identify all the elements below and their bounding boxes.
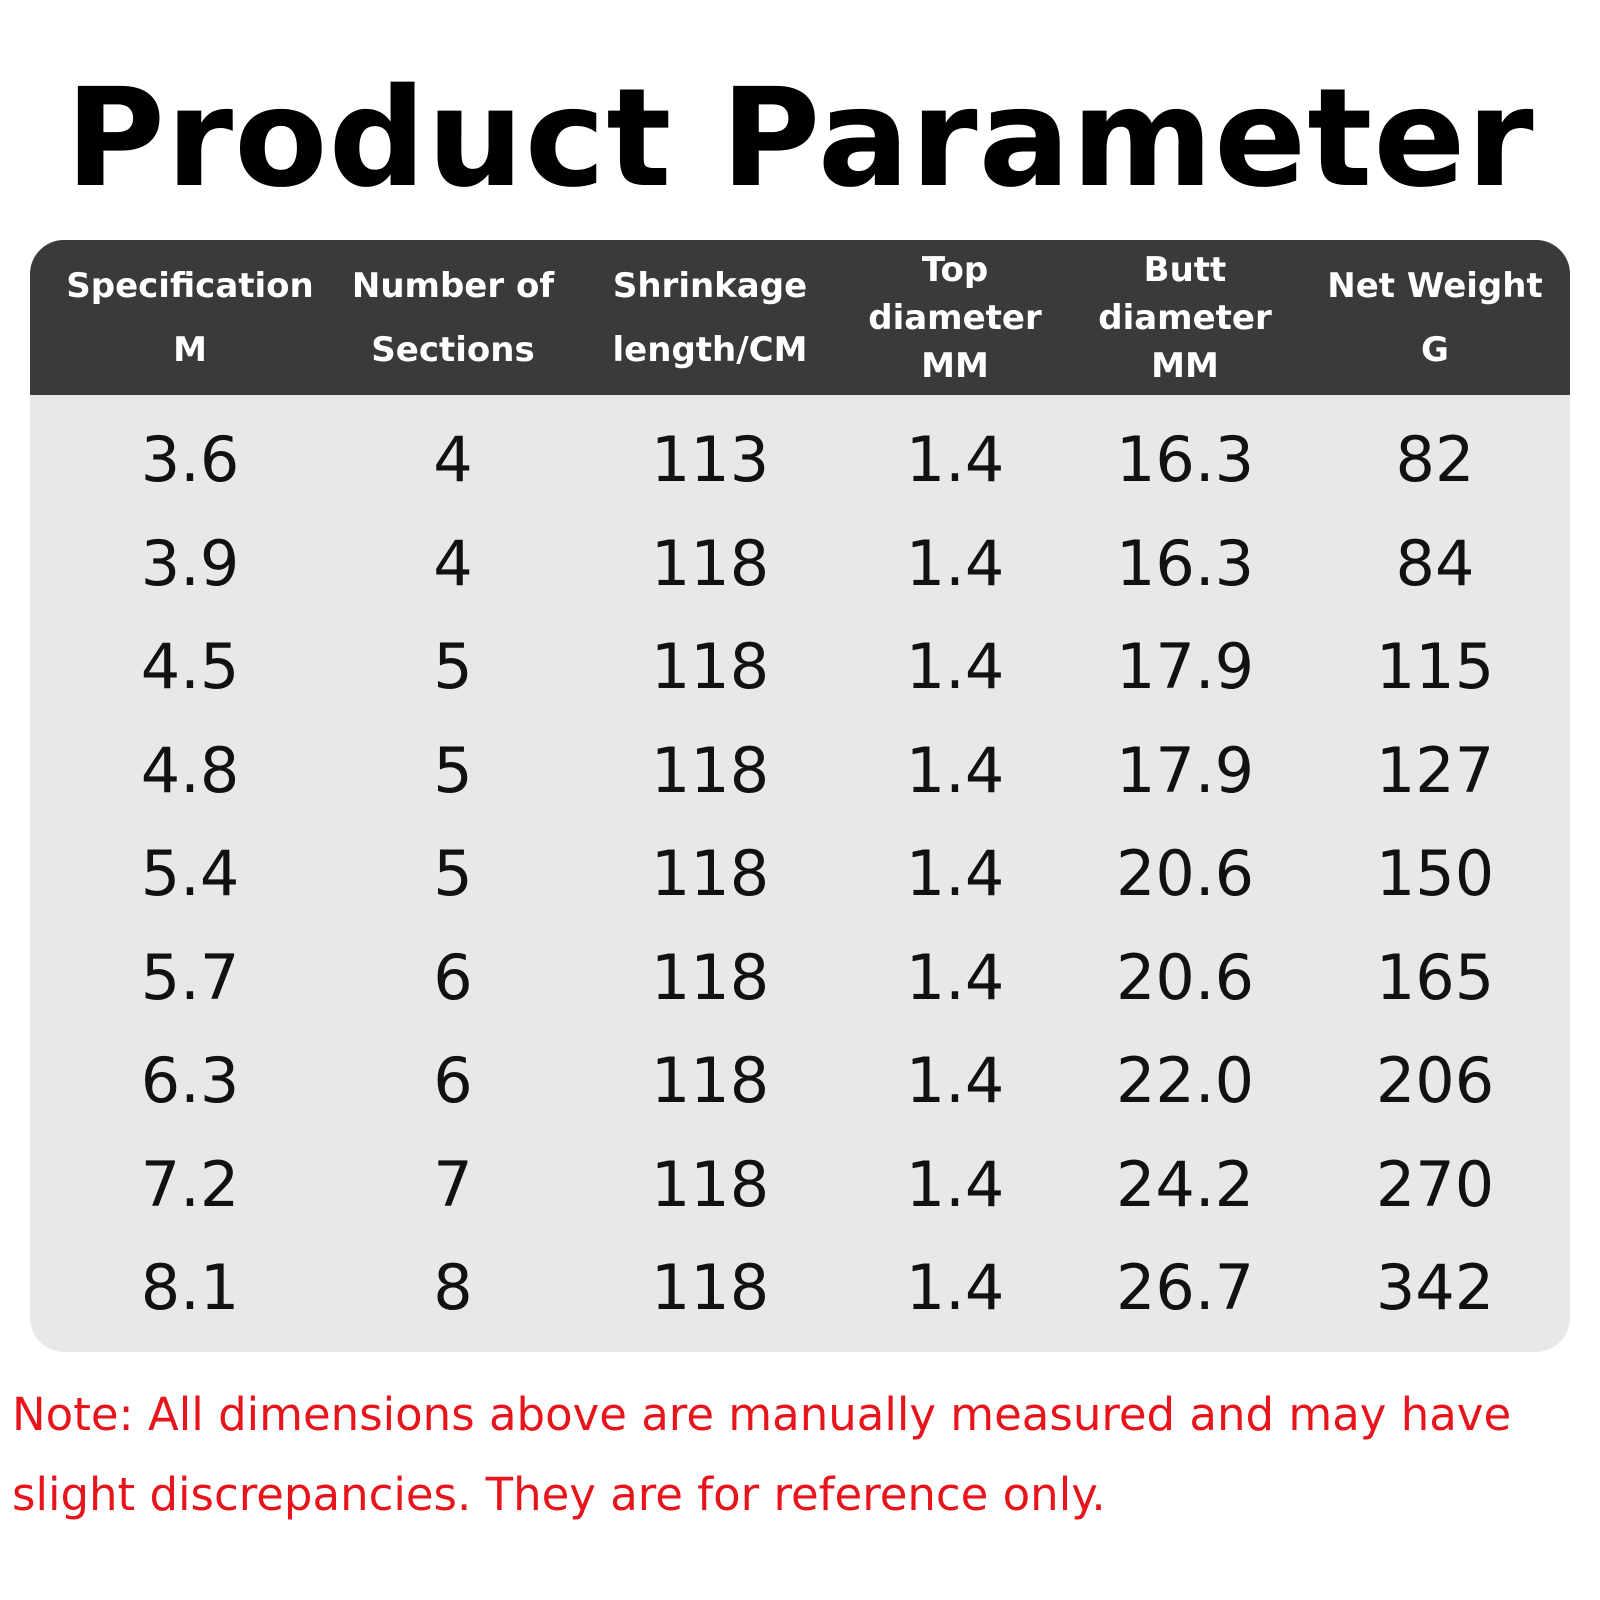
table-cell: 5 — [433, 837, 473, 910]
table-cell: 1.4 — [905, 1251, 1005, 1324]
table-cell: 118 — [650, 1147, 770, 1221]
table-cell: 5.7 — [140, 940, 240, 1014]
table-cell: 127 — [1375, 733, 1495, 807]
header-line: Top — [921, 249, 989, 290]
table-cell: 1.4 — [905, 1044, 1005, 1117]
note: Note: All dimensions above are manually … — [12, 1388, 1512, 1521]
table-cell: 6 — [433, 1044, 473, 1117]
table-cell: 118 — [650, 1251, 770, 1324]
column-header: Butt diameter MM — [1060, 240, 1310, 395]
table-cell: 150 — [1375, 837, 1495, 910]
table-cell: 206 — [1375, 1044, 1495, 1117]
table-cell: 5.4 — [140, 837, 240, 910]
header-line: Shrinkage — [612, 265, 808, 306]
column-header: Specification M — [65, 240, 315, 395]
table-cell: 7.2 — [140, 1147, 240, 1221]
header-line: G — [1421, 329, 1449, 370]
table-cell: 8.1 — [140, 1251, 240, 1324]
table-cell: 270 — [1375, 1147, 1495, 1221]
table-cell: 1.4 — [905, 837, 1005, 910]
table-cell: 16.3 — [1115, 526, 1255, 600]
table-cell: 16.3 — [1115, 423, 1255, 496]
column-header: Number of Sections — [328, 240, 578, 395]
header-line: length/CM — [612, 329, 808, 370]
table-cell: 118 — [650, 837, 770, 910]
table-cell: 4.5 — [140, 630, 240, 703]
table-cell: 7 — [433, 1147, 473, 1221]
header-line: Specification — [66, 265, 314, 306]
table-cell: 6 — [433, 940, 473, 1014]
header-line: diameter — [1098, 297, 1272, 338]
table: Specification M Number of Sections Shrinkage… — [30, 240, 1570, 1352]
header-line: Number of — [351, 265, 555, 306]
table-cell: 1.4 — [905, 733, 1005, 807]
table-cell: 1.4 — [905, 940, 1005, 1014]
table-cell: 3.6 — [140, 423, 240, 496]
table-cell: 20.6 — [1115, 940, 1255, 1014]
header-line: Sections — [371, 329, 535, 370]
table-cell: 118 — [650, 733, 770, 807]
column-header: Top diameter MM — [830, 240, 1080, 395]
table-cell: 3.9 — [140, 526, 240, 600]
table-cell: 1.4 — [905, 630, 1005, 703]
table-cell: 1.4 — [905, 1147, 1005, 1221]
table-cell: 17.9 — [1115, 630, 1255, 703]
table-cell: 5 — [433, 630, 473, 703]
table-cell: 165 — [1375, 940, 1495, 1014]
table-cell: 342 — [1375, 1251, 1495, 1324]
table-cell: 5 — [433, 733, 473, 807]
table-cell: 118 — [650, 1044, 770, 1117]
table-cell: 82 — [1395, 423, 1475, 496]
table-cell: 118 — [650, 630, 770, 703]
column-header: Shrinkage length/CM — [585, 240, 835, 395]
table-cell: 8 — [433, 1251, 473, 1324]
table-cell: 1.4 — [905, 526, 1005, 600]
header-line: M — [173, 329, 207, 370]
table-cell: 118 — [650, 526, 770, 600]
table-cell: 26.7 — [1115, 1251, 1255, 1324]
table-cell: 115 — [1375, 630, 1495, 703]
table-cell: 4.8 — [140, 733, 240, 807]
table-cell: 17.9 — [1115, 733, 1255, 807]
table-cell: 22.0 — [1115, 1044, 1255, 1117]
table-cell: 4 — [433, 526, 473, 600]
table-header: Specification M Number of Sections Shrinkage… — [30, 240, 1570, 395]
table-cell: 118 — [650, 940, 770, 1014]
table-cell: 84 — [1395, 526, 1475, 600]
header-line: Butt — [1143, 249, 1227, 290]
table-cell: 1.4 — [905, 423, 1005, 496]
header-line: diameter — [868, 297, 1042, 338]
table-cell: 4 — [433, 423, 473, 496]
table-cell: 6.3 — [140, 1044, 240, 1117]
header-line: MM — [921, 345, 989, 386]
table-cell: 24.2 — [1115, 1147, 1255, 1221]
header-line: MM — [1151, 345, 1219, 386]
column-header: Net Weight G — [1310, 240, 1560, 395]
header-line: Net Weight — [1327, 265, 1543, 306]
table-cell: 113 — [650, 423, 770, 496]
table-cell: 20.6 — [1115, 837, 1255, 910]
title: Product Parameter — [65, 60, 1535, 218]
